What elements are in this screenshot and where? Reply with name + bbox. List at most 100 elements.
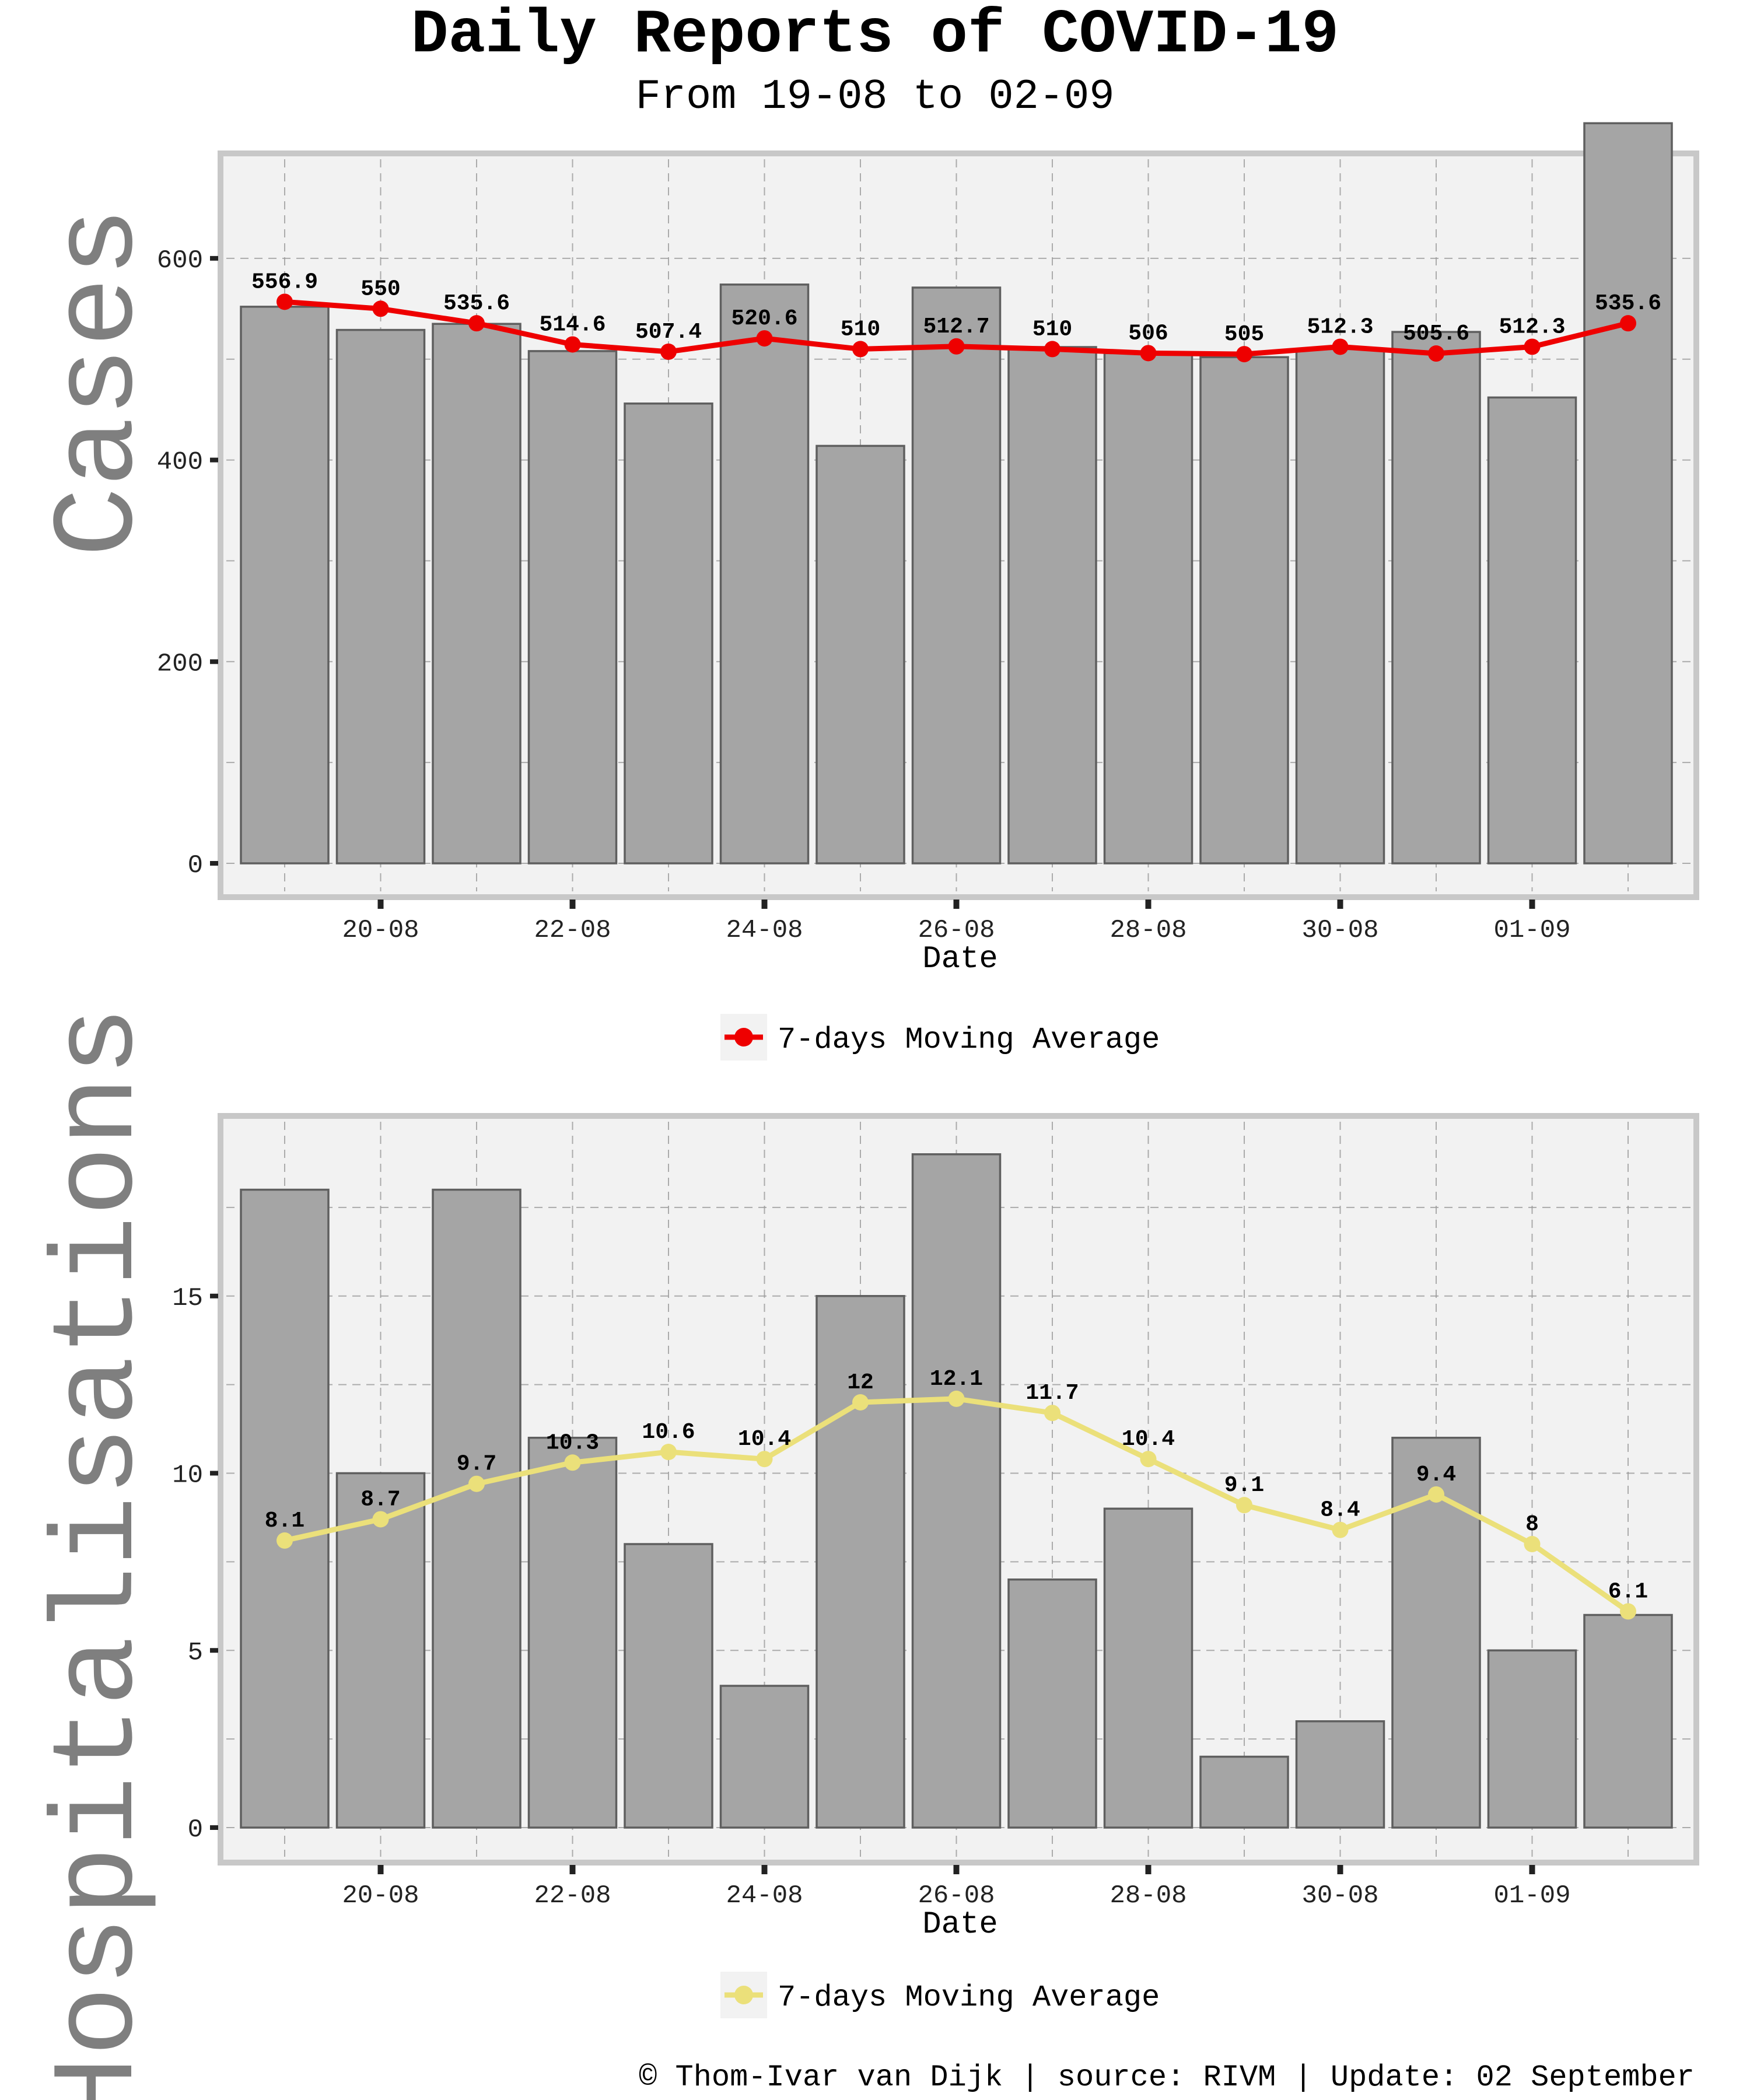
cases-legend-label: 7-days Moving Average (778, 1023, 1160, 1057)
hospitalisations-x-tick-label: 26-08 (918, 1881, 995, 1910)
cases-ma-label: 556.9 (251, 270, 318, 295)
figure-subtitle: From 19-08 to 02-09 (636, 73, 1115, 121)
hospitalisations-x-tick-label: 01-09 (1493, 1881, 1570, 1910)
cases-bar (1487, 396, 1577, 864)
hospitalisations-ma-label: 10.4 (1122, 1427, 1175, 1452)
hospitalisations-ma-label: 12 (847, 1370, 874, 1395)
cases-bar (911, 286, 1002, 864)
hospitalisations-bar (719, 1685, 810, 1829)
hospitalisations-ma-point (1524, 1536, 1541, 1552)
cases-ma-point (1140, 345, 1157, 362)
cases-x-tick-label: 28-08 (1110, 916, 1186, 945)
hospitalisations-ma-label: 8.1 (265, 1508, 304, 1534)
cases-ma-point (852, 341, 869, 358)
hospitalisations-ma-point (1140, 1451, 1157, 1468)
hospitalisations-ma-point (1332, 1521, 1349, 1538)
cases-legend-key-point (734, 1028, 753, 1046)
cases-panel: Cases 0 200 400 600 20-08 22-08 24-08 26-08 28-08… (34, 122, 1699, 1060)
cases-ma-point (948, 338, 965, 355)
hospitalisations-ma-label: 6.1 (1608, 1579, 1648, 1604)
hospitalisations-ma-label: 10.4 (738, 1427, 791, 1452)
cases-y-tick-label: 400 (157, 448, 203, 477)
hospitalisations-ma-label: 9.4 (1416, 1462, 1456, 1488)
hospitalisations-bar (1583, 1614, 1673, 1829)
cases-y-tick-label: 600 (157, 246, 203, 275)
cases-y-tick-label: 0 (188, 851, 203, 880)
hospitalisations-legend: 7-days Moving Average (720, 1972, 1160, 2018)
cases-ma-label: 506 (1128, 321, 1168, 346)
hospitalisations-bar (624, 1543, 713, 1829)
hospitalisations-ma-point (1620, 1603, 1636, 1620)
cases-ma-label: 505 (1224, 322, 1264, 347)
cases-ma-point (1332, 338, 1349, 355)
cases-ma-point (276, 293, 293, 310)
cases-ma-point (1236, 346, 1252, 363)
hospitalisations-bar (240, 1188, 330, 1829)
hospitalisations-ma-label: 9.1 (1224, 1473, 1264, 1498)
hospitalisations-bar (1199, 1755, 1289, 1829)
cases-bar (1295, 348, 1385, 864)
cases-bar (335, 328, 426, 864)
hospitalisations-bar (1295, 1720, 1385, 1829)
cases-ma-point (1428, 345, 1444, 362)
cases-x-tick-label: 01-09 (1493, 916, 1570, 945)
hospitalisations-ma-point (852, 1394, 869, 1410)
cases-ma-point (564, 336, 581, 353)
hospitalisations-ma-label: 11.7 (1026, 1381, 1079, 1406)
cases-bar (719, 284, 810, 864)
cases-ma-point (468, 315, 485, 332)
cases-ma-label: 505.6 (1403, 321, 1469, 346)
hospitalisations-ma-label: 9.7 (457, 1452, 496, 1477)
cases-bar (1583, 122, 1673, 864)
hospitalisations-ma-label: 12.1 (930, 1367, 983, 1392)
hospitalisations-legend-label: 7-days Moving Average (778, 1980, 1160, 2015)
figure-title: Daily Reports of COVID-19 (411, 0, 1339, 70)
hospitalisations-ma-point (660, 1444, 677, 1461)
hospitalisations-ma-point (468, 1475, 485, 1492)
cases-legend: 7-days Moving Average (720, 1014, 1160, 1060)
cases-ma-label: 550 (360, 276, 400, 302)
hospitalisations-ma-point (1428, 1486, 1444, 1503)
hospitalisations-ma-point (564, 1454, 581, 1471)
hospitalisations-y-tick-label: 15 (172, 1284, 203, 1313)
hospitalisations-y-tick-label: 10 (172, 1461, 203, 1490)
hospitalisations-ma-label: 8.4 (1320, 1498, 1360, 1523)
hospitalisations-bar (527, 1437, 618, 1829)
cases-ma-point (1524, 338, 1541, 355)
hospitalisations-ma-point (756, 1451, 773, 1468)
cases-ma-point (1044, 341, 1060, 358)
cases-bar (624, 402, 713, 864)
cases-bar (1007, 346, 1097, 864)
hospitalisations-bar (1007, 1578, 1097, 1829)
hospitalisations-x-tick-label: 24-08 (726, 1881, 803, 1910)
cases-bar (1391, 331, 1481, 864)
cases-x-tick-label: 22-08 (534, 916, 611, 945)
cases-x-tick-label: 26-08 (918, 916, 995, 945)
cases-ma-label: 535.6 (443, 291, 510, 316)
cases-y-tick-label: 200 (157, 649, 203, 678)
cases-ma-label: 535.6 (1595, 291, 1661, 316)
hospitalisations-legend-key-point (734, 1986, 753, 2004)
hospitalisations-x-tick-label: 30-08 (1301, 1881, 1378, 1910)
cases-x-tick-label: 20-08 (342, 916, 419, 945)
hospitalisations-ma-point (1236, 1497, 1252, 1514)
hospitalisations-y-tick-label: 5 (188, 1638, 203, 1667)
footer-credits: © Thom-Ivar van Dijk | source: RIVM | Up… (639, 2060, 1695, 2095)
hospitalisations-panel: Hospitalisations 0 5 10 15 20-08 22-08 24-08 26-… (34, 1006, 1699, 2100)
cases-bar (1199, 356, 1289, 864)
hospitalisations-x-tick-label: 28-08 (1110, 1881, 1186, 1910)
cases-ma-label: 512.3 (1307, 314, 1373, 340)
cases-ma-point (660, 343, 677, 360)
hospitalisations-ma-point (372, 1511, 389, 1528)
cases-bar (1103, 352, 1194, 864)
hospitalisations-bar (335, 1472, 426, 1829)
cases-ma-label: 514.6 (539, 312, 606, 337)
cases-ma-label: 520.6 (731, 306, 797, 331)
hospitalisations-bar (816, 1295, 905, 1829)
hospitalisations-bar (1487, 1649, 1577, 1829)
hospitalisations-x-tick-label: 22-08 (534, 1881, 611, 1910)
cases-ma-label: 510 (1032, 317, 1072, 342)
hospitalisations-ma-label: 10.6 (642, 1420, 695, 1445)
cases-ma-label: 507.4 (635, 320, 702, 345)
